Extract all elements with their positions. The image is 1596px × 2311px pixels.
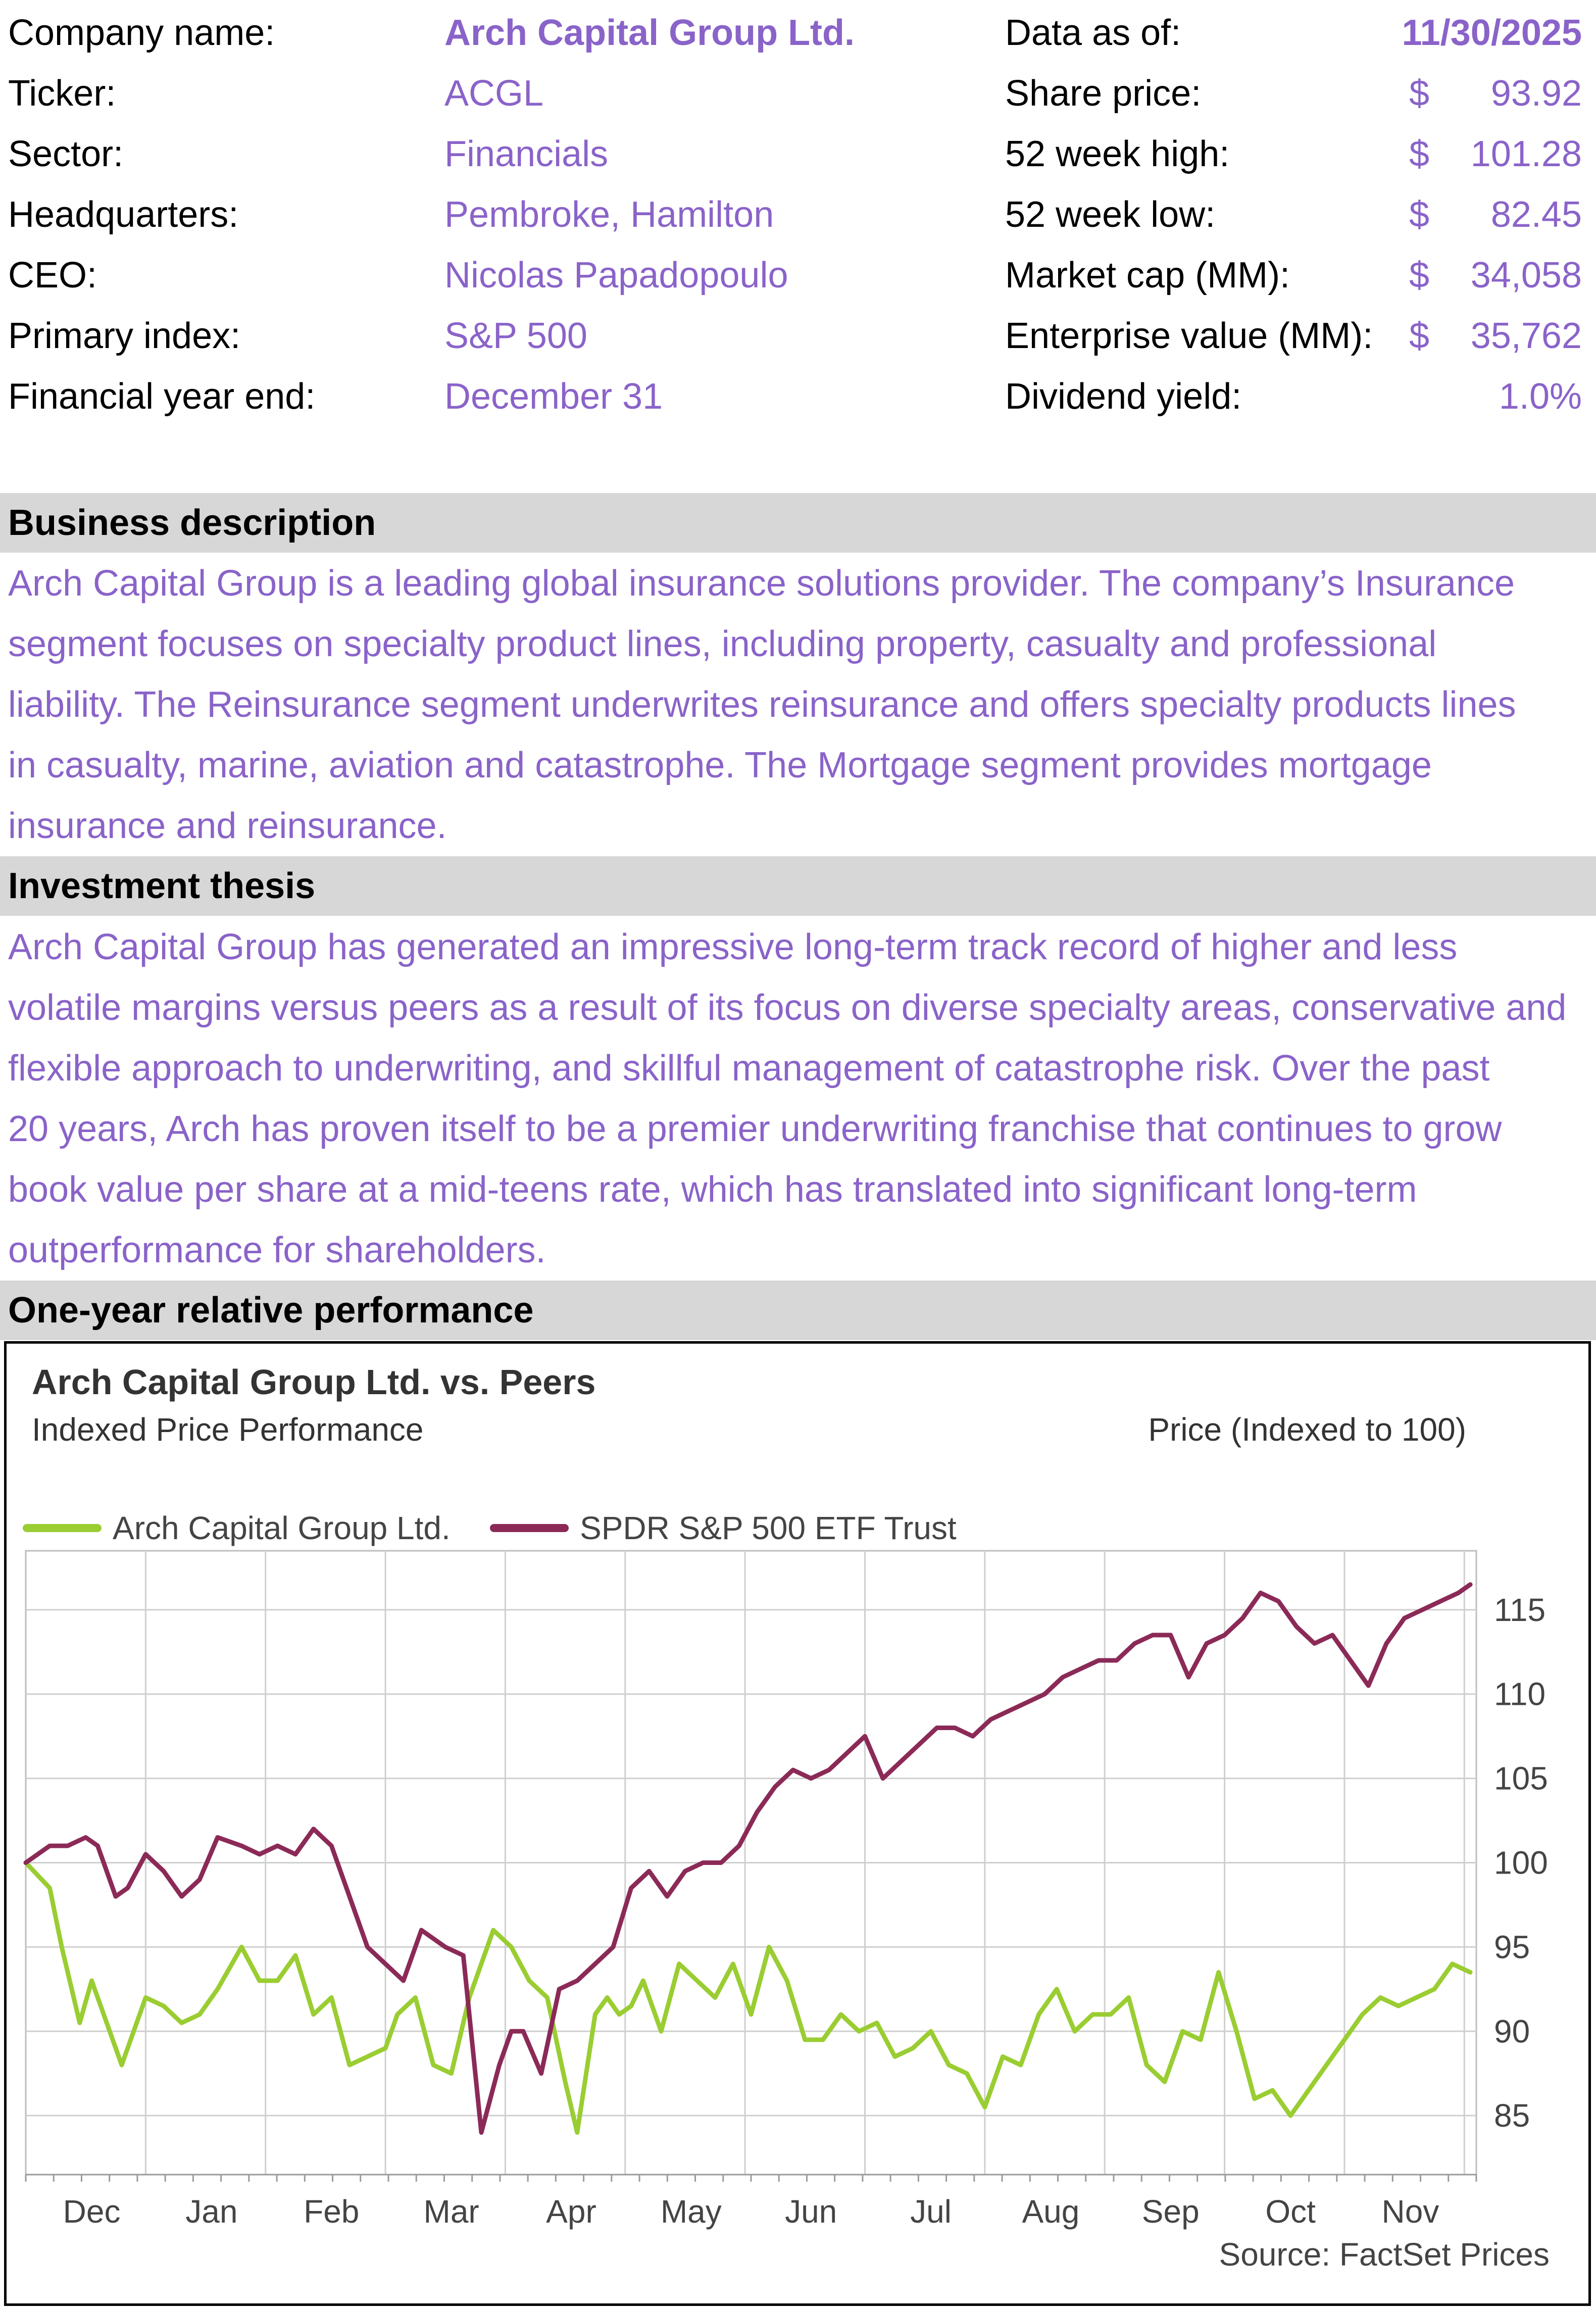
summary-label: Market cap (MM): <box>1005 255 1290 296</box>
chart-title: Arch Capital Group Ltd. vs. Peers <box>32 1362 595 1402</box>
x-tick-label: Jun <box>785 2193 837 2230</box>
summary-label: Ticker: <box>8 73 116 114</box>
summary-label: 52 week high: <box>1005 134 1230 174</box>
legend-label: Arch Capital Group Ltd. <box>113 1510 451 1546</box>
dividend-yield-value: 1.0% <box>1499 376 1582 417</box>
summary-label: Share price: <box>1005 73 1202 114</box>
company-summary: Company name: Arch Capital Group Ltd. Da… <box>0 0 1596 445</box>
text-line: Arch Capital Group has generated an impr… <box>8 927 1458 967</box>
x-tick-label: May <box>661 2193 722 2230</box>
y-axis-label: Price (Indexed to 100) <box>1148 1411 1466 1448</box>
summary-label: 52 week low: <box>1005 194 1216 235</box>
summary-label: Sector: <box>8 134 124 174</box>
chart-subtitle: Indexed Price Performance <box>32 1411 424 1448</box>
summary-row: Ticker: ACGL Share price: $ 93.92 <box>0 63 1596 124</box>
text-line: insurance and reinsurance. <box>8 806 447 846</box>
x-tick-label: Feb <box>304 2193 359 2230</box>
y-tick-label: 115 <box>1494 1592 1545 1628</box>
summary-row: Company name: Arch Capital Group Ltd. Da… <box>0 3 1596 63</box>
spdr-sp500-line <box>23 1582 1473 2135</box>
summary-label: Enterprise value (MM): <box>1005 316 1373 356</box>
x-tick-label: Oct <box>1265 2193 1316 2230</box>
y-tick-label: 95 <box>1494 1929 1530 1965</box>
text-line: 20 years, Arch has proven itself to be a… <box>8 1109 1502 1149</box>
week-high-value: 101.28 <box>1470 134 1582 174</box>
legend-label: SPDR S&P 500 ETF Trust <box>580 1510 957 1546</box>
y-tick-label: 105 <box>1494 1760 1548 1797</box>
investment-thesis-text: Arch Capital Group has generated an impr… <box>8 917 1594 1281</box>
sector-value: Financials <box>444 134 609 174</box>
dollar-sign: $ <box>1409 73 1430 114</box>
summary-label: Financial year end: <box>8 376 316 417</box>
summary-row: Headquarters: Pembroke, Hamilton 52 week… <box>0 184 1596 245</box>
y-tick-label: 85 <box>1494 2097 1530 2134</box>
business-description-heading: Business description <box>0 493 1596 553</box>
text-line: volatile margins versus peers as a resul… <box>8 988 1567 1028</box>
ceo-value: Nicolas Papadopoulo <box>444 255 788 296</box>
business-description-text: Arch Capital Group is a leading global i… <box>8 553 1594 856</box>
chart-source: Source: FactSet Prices <box>1219 2236 1550 2273</box>
chart-grid <box>25 1550 1477 2176</box>
summary-label: Primary index: <box>8 316 241 356</box>
text-line: outperformance for shareholders. <box>8 1230 546 1270</box>
summary-label: Data as of: <box>1005 13 1181 53</box>
dollar-sign: $ <box>1409 255 1430 296</box>
y-tick-label: 90 <box>1494 2013 1530 2049</box>
week-low-value: 82.45 <box>1490 194 1582 235</box>
company-name-value: Arch Capital Group Ltd. <box>444 13 855 53</box>
chart-axes: 85 90 95 100 105 110 115 Dec Jan Feb Mar Apr May Jun J… <box>25 1592 1548 2230</box>
summary-label: CEO: <box>8 255 97 296</box>
text-line: Arch Capital Group is a leading global i… <box>8 563 1515 604</box>
x-tick-label: Mar <box>424 2193 479 2230</box>
dollar-sign: $ <box>1409 194 1430 235</box>
summary-row: Sector: Financials 52 week high: $ 101.2… <box>0 124 1596 184</box>
enterprise-value-value: 35,762 <box>1470 316 1582 356</box>
ticker-value: ACGL <box>444 73 544 114</box>
text-line: in casualty, marine, aviation and catast… <box>8 745 1432 785</box>
fiscal-year-end-value: December 31 <box>444 376 663 417</box>
x-tick-label: Sep <box>1142 2193 1200 2230</box>
relative-performance-heading: One-year relative performance <box>0 1281 1596 1340</box>
summary-label: Company name: <box>8 13 275 53</box>
summary-row: CEO: Nicolas Papadopoulo Market cap (MM)… <box>0 245 1596 306</box>
dollar-sign: $ <box>1409 134 1430 174</box>
performance-chart: Arch Capital Group Ltd. vs. Peers Indexe… <box>4 1341 1591 2306</box>
primary-index-value: S&P 500 <box>444 316 587 356</box>
dollar-sign: $ <box>1409 316 1430 356</box>
arch-capital-line <box>23 1860 1473 2135</box>
y-tick-label: 110 <box>1494 1676 1545 1712</box>
text-line: flexible approach to underwriting, and s… <box>8 1048 1490 1089</box>
x-tick-label: Jul <box>910 2193 952 2230</box>
summary-row: Primary index: S&P 500 Enterprise value … <box>0 306 1596 366</box>
x-tick-label: Apr <box>546 2193 596 2230</box>
text-line: liability. The Reinsurance segment under… <box>8 684 1516 725</box>
text-line: segment focuses on specialty product lin… <box>8 624 1437 664</box>
market-cap-value: 34,058 <box>1470 255 1582 296</box>
chart-canvas: Arch Capital Group Ltd. vs. Peers Indexe… <box>23 1362 1550 2273</box>
share-price-value: 93.92 <box>1490 73 1582 114</box>
text-line: book value per share at a mid-teens rate… <box>8 1169 1417 1210</box>
x-tick-label: Aug <box>1022 2193 1079 2230</box>
data-date-value: 11/30/2025 <box>1402 13 1582 53</box>
investment-thesis-heading: Investment thesis <box>0 856 1596 916</box>
chart-series <box>23 1582 1473 2135</box>
summary-label: Dividend yield: <box>1005 376 1242 417</box>
x-tick-label: Dec <box>63 2193 121 2230</box>
x-tick-label: Nov <box>1382 2193 1439 2230</box>
headquarters-value: Pembroke, Hamilton <box>444 194 774 235</box>
summary-label: Headquarters: <box>8 194 239 235</box>
summary-row: Financial year end: December 31 Dividend… <box>0 366 1596 427</box>
y-tick-label: 100 <box>1494 1845 1548 1881</box>
chart-legend: Arch Capital Group Ltd. SPDR S&P 500 ETF … <box>23 1510 957 1546</box>
x-tick-label: Jan <box>185 2193 237 2230</box>
